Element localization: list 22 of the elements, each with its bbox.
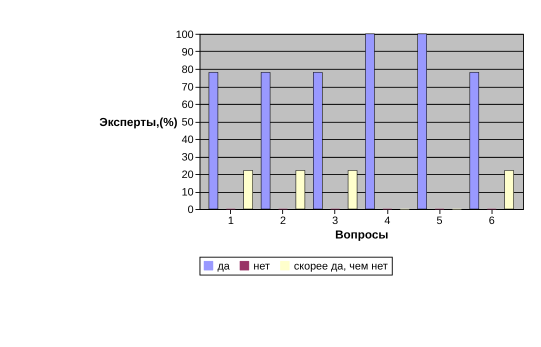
x-tick-label: 4	[384, 214, 390, 227]
y-tick-label: 30	[182, 152, 194, 164]
y-axis-title: Эксперты,(%)	[99, 116, 178, 129]
x-axis-title: Вопросы	[335, 228, 388, 242]
y-tick-label: 80	[182, 64, 194, 76]
x-tick-label: 6	[488, 214, 495, 227]
y-tick-label: 0	[188, 204, 194, 216]
y-tick-label: 10	[182, 186, 194, 199]
x-tick-label: 3	[332, 214, 338, 227]
y-tick-label: 20	[182, 169, 194, 182]
legend-label: нет	[253, 260, 270, 272]
y-tick-label: 70	[182, 81, 194, 94]
y-tick-label: 50	[182, 116, 194, 128]
y-tick-label: 40	[182, 134, 194, 146]
x-tick-label: 1	[228, 214, 234, 227]
legend-label: да	[217, 260, 230, 272]
x-tick-label: 5	[436, 214, 443, 227]
x-tick-label: 2	[280, 214, 286, 227]
y-tick-label: 100	[176, 28, 194, 41]
y-tick-label: 60	[182, 98, 194, 111]
y-tick-label: 90	[182, 46, 194, 58]
legend-label: скорее да, чем нет	[294, 260, 388, 272]
